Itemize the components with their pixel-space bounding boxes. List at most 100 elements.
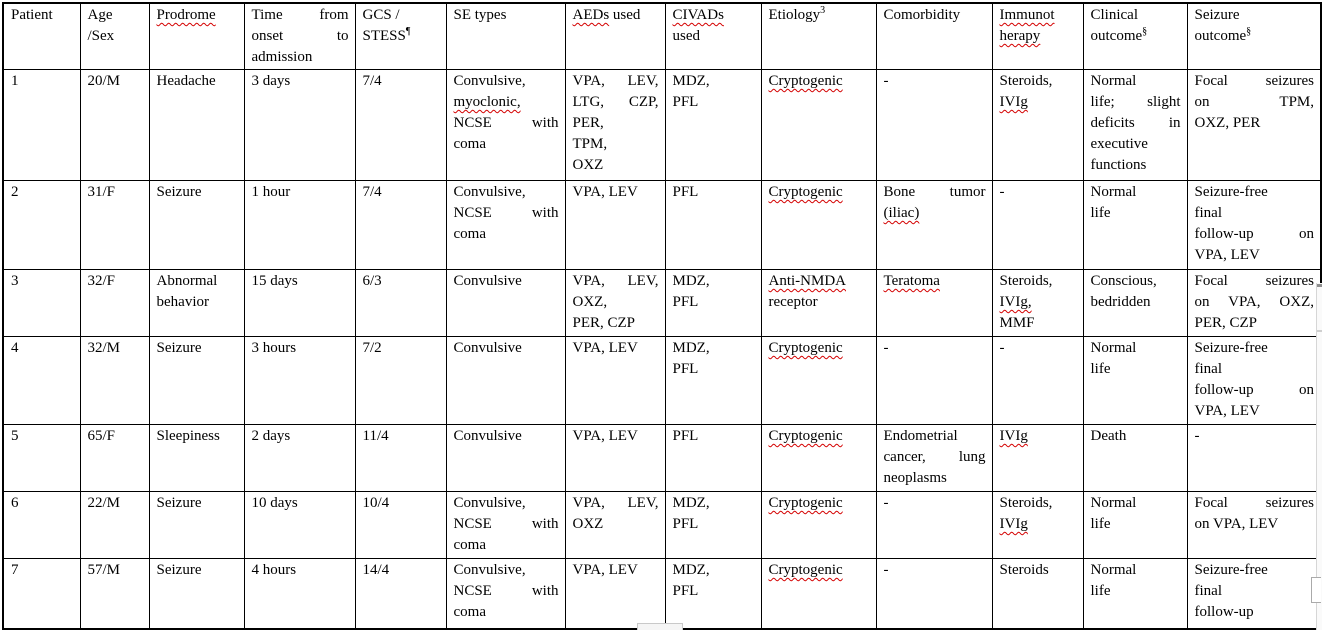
cell-4-clinical-outcome[interactable]: Normal life: [1082, 336, 1188, 425]
cell-6-aeds-used[interactable]: VPA, LEV, OXZ: [564, 491, 666, 559]
cell-4-comorbidity[interactable]: -: [875, 336, 993, 425]
cell-1-aeds-used[interactable]: VPA, LEV, LTG, CZP, PER, TPM, OXZ: [564, 69, 666, 181]
cell-4-patient[interactable]: 4: [2, 336, 81, 425]
cell-3-time-from-onset[interactable]: 15 days: [243, 269, 356, 337]
header-cell-gcs-stess[interactable]: GCS / STESS¶: [354, 2, 447, 70]
cell-4-se-types[interactable]: Convulsive: [445, 336, 566, 425]
cell-5-prodrome[interactable]: Sleepiness: [148, 424, 245, 492]
cell-6-prodrome[interactable]: Seizure: [148, 491, 245, 559]
cell-2-aeds-used[interactable]: VPA, LEV: [564, 180, 666, 270]
cell-7-aeds-used[interactable]: VPA, LEV: [564, 558, 666, 630]
header-cell-clinical-outcome[interactable]: Clinical outcome§: [1082, 2, 1188, 70]
cell-2-immunotherapy[interactable]: -: [991, 180, 1084, 270]
header-cell-immunotherapy[interactable]: Immunot herapy: [991, 2, 1084, 70]
cell-5-civads-used[interactable]: PFL: [664, 424, 762, 492]
cell-7-etiology[interactable]: Cryptogenic: [760, 558, 877, 630]
cell-6-se-types[interactable]: Convulsive, NCSE with coma: [445, 491, 566, 559]
header-cell-se-types[interactable]: SE types: [445, 2, 566, 70]
cell-4-etiology[interactable]: Cryptogenic: [760, 336, 877, 425]
cell-2-etiology[interactable]: Cryptogenic: [760, 180, 877, 270]
cell-3-gcs-stess[interactable]: 6/3: [354, 269, 447, 337]
cell-4-immunotherapy[interactable]: -: [991, 336, 1084, 425]
cell-3-seizure-outcome[interactable]: Focal seizures on VPA, OXZ, PER, CZP: [1186, 269, 1322, 337]
cell-7-civads-used[interactable]: MDZ, PFL: [664, 558, 762, 630]
header-cell-prodrome[interactable]: Prodrome: [148, 2, 245, 70]
header-cell-seizure-outcome[interactable]: Seizure outcome§: [1186, 2, 1322, 70]
cell-2-seizure-outcome[interactable]: Seizure-free final follow-up on VPA, LEV: [1186, 180, 1322, 270]
cell-2-se-types[interactable]: Convulsive, NCSE with coma: [445, 180, 566, 270]
cell-2-clinical-outcome[interactable]: Normal life: [1082, 180, 1188, 270]
cell-7-age-sex[interactable]: 57/M: [79, 558, 150, 630]
cell-5-patient[interactable]: 5: [2, 424, 81, 492]
table-resize-handle-fragment[interactable]: [637, 623, 683, 630]
cell-4-gcs-stess[interactable]: 7/2: [354, 336, 447, 425]
cell-5-age-sex[interactable]: 65/F: [79, 424, 150, 492]
cell-6-patient[interactable]: 6: [2, 491, 81, 559]
cell-6-civads-used[interactable]: MDZ, PFL: [664, 491, 762, 559]
cell-5-comorbidity[interactable]: Endometrial cancer, lung neoplasms: [875, 424, 993, 492]
cell-2-gcs-stess[interactable]: 7/4: [354, 180, 447, 270]
cell-3-aeds-used[interactable]: VPA, LEV, OXZ, PER, CZP: [564, 269, 666, 337]
cell-1-age-sex[interactable]: 20/M: [79, 69, 150, 181]
cell-7-clinical-outcome[interactable]: Normal life: [1082, 558, 1188, 630]
cell-5-gcs-stess[interactable]: 11/4: [354, 424, 447, 492]
cell-1-seizure-outcome[interactable]: Focal seizures on TPM, OXZ, PER: [1186, 69, 1322, 181]
cell-1-time-from-onset[interactable]: 3 days: [243, 69, 356, 181]
cell-6-etiology[interactable]: Cryptogenic: [760, 491, 877, 559]
header-cell-aeds-used[interactable]: AEDs used: [564, 2, 666, 70]
cell-1-patient[interactable]: 1: [2, 69, 81, 181]
cell-3-comorbidity[interactable]: Teratoma: [875, 269, 993, 337]
cell-3-prodrome[interactable]: Abnormal behavior: [148, 269, 245, 337]
cell-5-aeds-used[interactable]: VPA, LEV: [564, 424, 666, 492]
cell-7-prodrome[interactable]: Seizure: [148, 558, 245, 630]
cell-3-se-types[interactable]: Convulsive: [445, 269, 566, 337]
cell-3-age-sex[interactable]: 32/F: [79, 269, 150, 337]
cell-2-civads-used[interactable]: PFL: [664, 180, 762, 270]
cell-7-gcs-stess[interactable]: 14/4: [354, 558, 447, 630]
cell-3-civads-used[interactable]: MDZ, PFL: [664, 269, 762, 337]
cell-1-gcs-stess[interactable]: 7/4: [354, 69, 447, 181]
header-cell-time-from-onset[interactable]: Time from onset to admission: [243, 2, 356, 70]
header-cell-age-sex[interactable]: Age/Sex: [79, 2, 150, 70]
scrollbar-thumb-edge[interactable]: [1317, 284, 1322, 287]
cell-6-clinical-outcome[interactable]: Normal life: [1082, 491, 1188, 559]
cell-2-time-from-onset[interactable]: 1 hour: [243, 180, 356, 270]
vertical-scrollbar-fragment[interactable]: [1316, 283, 1322, 630]
cell-7-se-types[interactable]: Convulsive, NCSE with coma: [445, 558, 566, 630]
cell-4-civads-used[interactable]: MDZ, PFL: [664, 336, 762, 425]
cell-4-age-sex[interactable]: 32/M: [79, 336, 150, 425]
cell-1-etiology[interactable]: Cryptogenic: [760, 69, 877, 181]
cell-1-prodrome[interactable]: Headache: [148, 69, 245, 181]
header-cell-patient[interactable]: Patient: [2, 2, 81, 70]
cell-1-clinical-outcome[interactable]: Normal life; slight deficits in executive fu…: [1082, 69, 1188, 181]
cell-4-seizure-outcome[interactable]: Seizure-free final follow-up on VPA, LEV: [1186, 336, 1322, 425]
cell-5-seizure-outcome[interactable]: -: [1186, 424, 1322, 492]
cell-2-patient[interactable]: 2: [2, 180, 81, 270]
cell-7-immunotherapy[interactable]: Steroids: [991, 558, 1084, 630]
header-cell-comorbidity[interactable]: Comorbidity: [875, 2, 993, 70]
cell-6-time-from-onset[interactable]: 10 days: [243, 491, 356, 559]
cell-1-se-types[interactable]: Convulsive, myoclonic, NCSE with coma: [445, 69, 566, 181]
cell-3-immunotherapy[interactable]: Steroids, IVIg, MMF: [991, 269, 1084, 337]
header-cell-etiology[interactable]: Etiology3: [760, 2, 877, 70]
cell-7-seizure-outcome[interactable]: Seizure-free final follow-up: [1186, 558, 1322, 630]
cell-1-immunotherapy[interactable]: Steroids, IVIg: [991, 69, 1084, 181]
cell-5-immunotherapy[interactable]: IVIg: [991, 424, 1084, 492]
cell-2-age-sex[interactable]: 31/F: [79, 180, 150, 270]
cell-1-civads-used[interactable]: MDZ, PFL: [664, 69, 762, 181]
cell-3-patient[interactable]: 3: [2, 269, 81, 337]
cell-6-seizure-outcome[interactable]: Focal seizures on VPA, LEV: [1186, 491, 1322, 559]
cell-7-time-from-onset[interactable]: 4 hours: [243, 558, 356, 630]
cell-6-comorbidity[interactable]: -: [875, 491, 993, 559]
cell-5-time-from-onset[interactable]: 2 days: [243, 424, 356, 492]
header-cell-civads-used[interactable]: CIVADs used: [664, 2, 762, 70]
cell-5-se-types[interactable]: Convulsive: [445, 424, 566, 492]
cell-2-comorbidity[interactable]: Bone tumor (iliac): [875, 180, 993, 270]
cell-3-clinical-outcome[interactable]: Conscious, bedridden: [1082, 269, 1188, 337]
cell-2-prodrome[interactable]: Seizure: [148, 180, 245, 270]
cell-4-time-from-onset[interactable]: 3 hours: [243, 336, 356, 425]
cell-4-prodrome[interactable]: Seizure: [148, 336, 245, 425]
cell-3-etiology[interactable]: Anti-NMDA receptor: [760, 269, 877, 337]
cell-7-comorbidity[interactable]: -: [875, 558, 993, 630]
cell-7-patient[interactable]: 7: [2, 558, 81, 630]
